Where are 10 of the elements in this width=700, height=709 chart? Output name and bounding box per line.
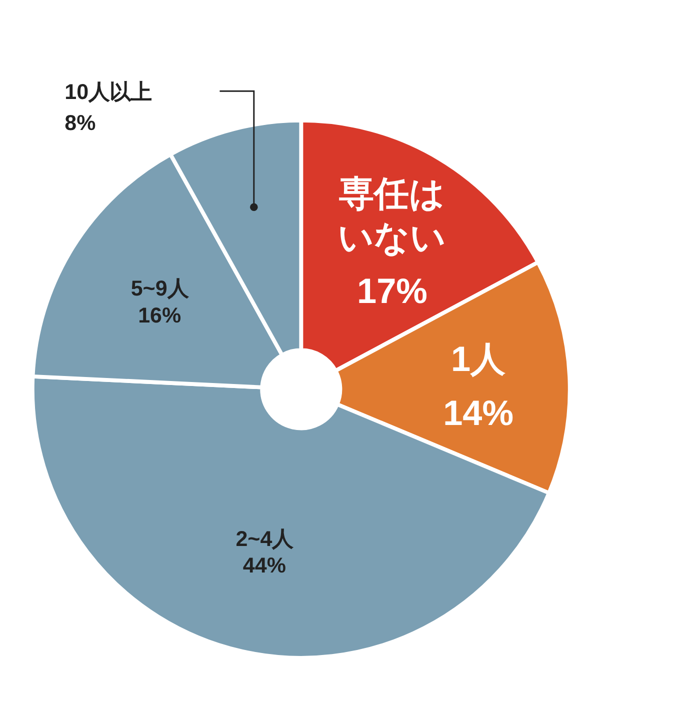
data-label: 14% xyxy=(443,394,514,433)
slice-label: 10人以上 xyxy=(64,80,152,104)
slice-label: 2~4人 xyxy=(236,526,294,551)
data-label: 17% xyxy=(357,272,428,312)
data-label: 8% xyxy=(64,111,96,136)
slice-label: 1人 xyxy=(451,340,507,380)
data-label: 44% xyxy=(242,554,286,578)
slice-label: 5~9人 xyxy=(130,276,190,300)
data-label: 16% xyxy=(138,303,182,328)
slice-label: 専任はいない xyxy=(338,174,446,258)
